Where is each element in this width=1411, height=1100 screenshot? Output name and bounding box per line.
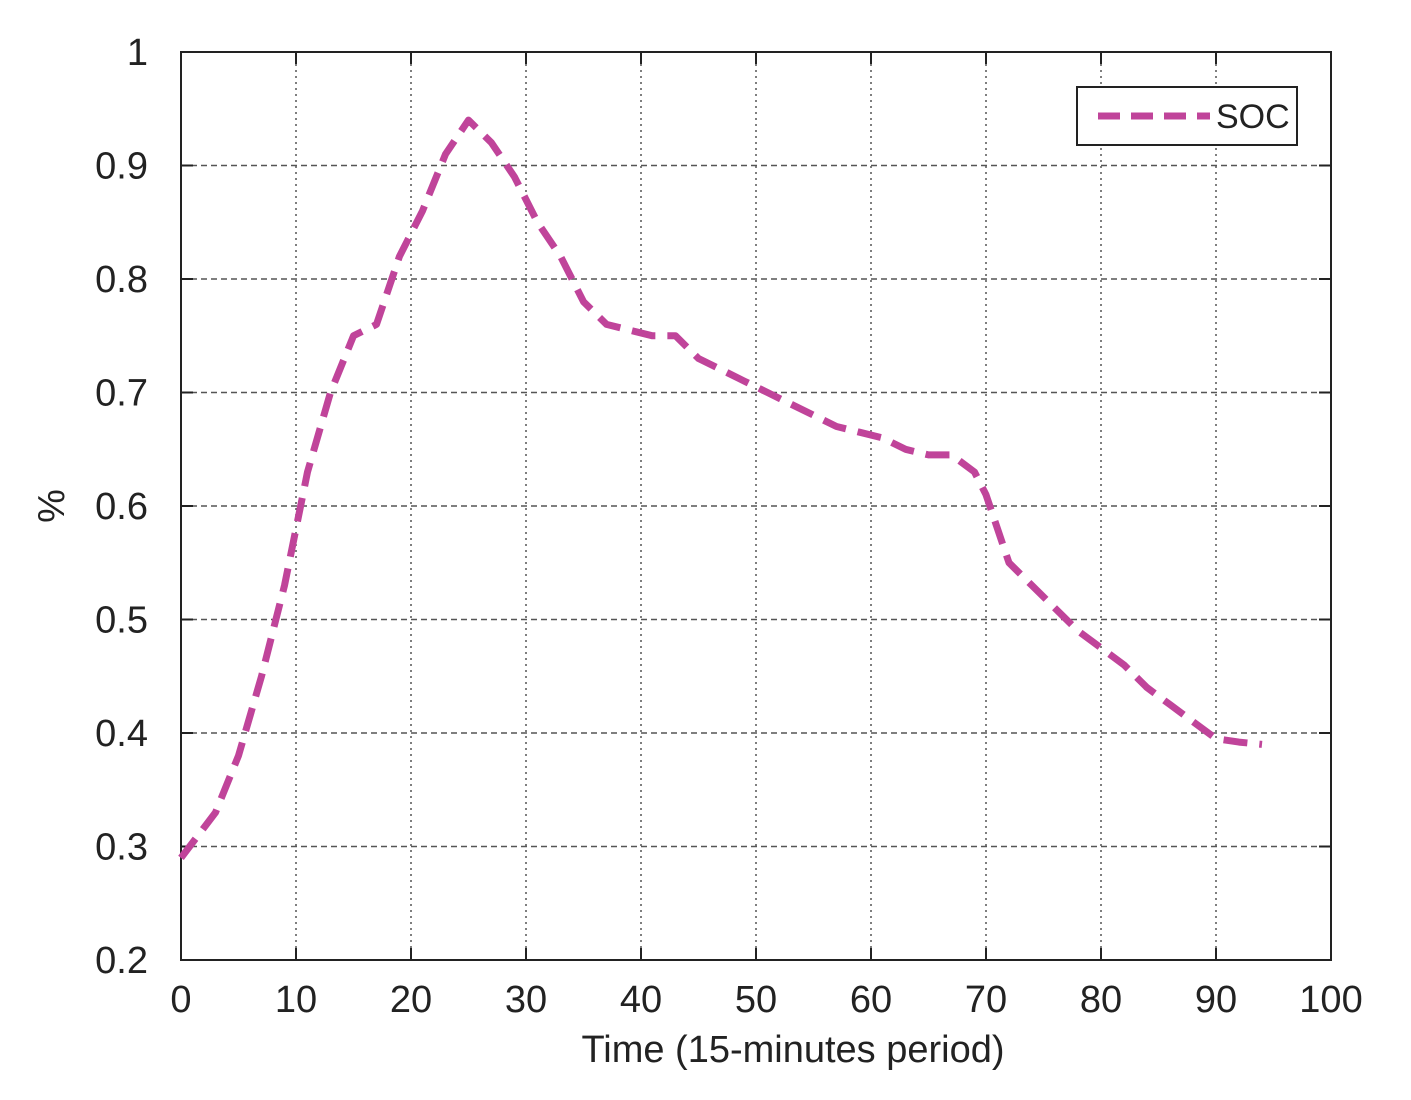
series-lines: [178, 116, 1263, 861]
x-axis-title: Time (15-minutes period): [581, 1029, 1004, 1071]
grid-lines: [181, 52, 1331, 960]
x-tick-label: 30: [505, 979, 547, 1021]
tick-marks: [180, 51, 1332, 961]
y-tick-label: 0.9: [95, 146, 148, 188]
x-tick-label: 50: [735, 979, 777, 1021]
y-tick-label: 0.3: [95, 827, 148, 869]
x-tick-label: 100: [1299, 979, 1362, 1021]
y-tick-label: 0.7: [95, 373, 148, 415]
legend-label-soc: SOC: [1216, 98, 1290, 136]
y-tick-label: 0.8: [95, 259, 148, 301]
y-axis-tick-labels: 0.2 0.3 0.4 0.5 0.6 0.7 0.8 0.9 1: [95, 32, 148, 982]
x-tick-label: 60: [850, 979, 892, 1021]
x-tick-label: 40: [620, 979, 662, 1021]
x-tick-label: 80: [1080, 979, 1122, 1021]
x-tick-label: 10: [275, 979, 317, 1021]
y-tick-label: 0.2: [95, 940, 148, 982]
x-tick-label: 90: [1195, 979, 1237, 1021]
y-tick-label: 1: [127, 32, 148, 74]
x-axis-tick-labels: 0 10 20 30 40 50 60 70 80 90 100: [170, 979, 1362, 1021]
x-tick-label: 70: [965, 979, 1007, 1021]
legend: SOC: [1076, 86, 1298, 146]
y-tick-label: 0.6: [95, 486, 148, 528]
y-axis-title: %: [31, 489, 73, 523]
x-tick-label: 0: [170, 979, 191, 1021]
y-tick-label: 0.5: [95, 600, 148, 642]
series-line-soc: [178, 116, 1263, 861]
x-tick-label: 20: [390, 979, 432, 1021]
y-tick-label: 0.4: [95, 713, 148, 755]
